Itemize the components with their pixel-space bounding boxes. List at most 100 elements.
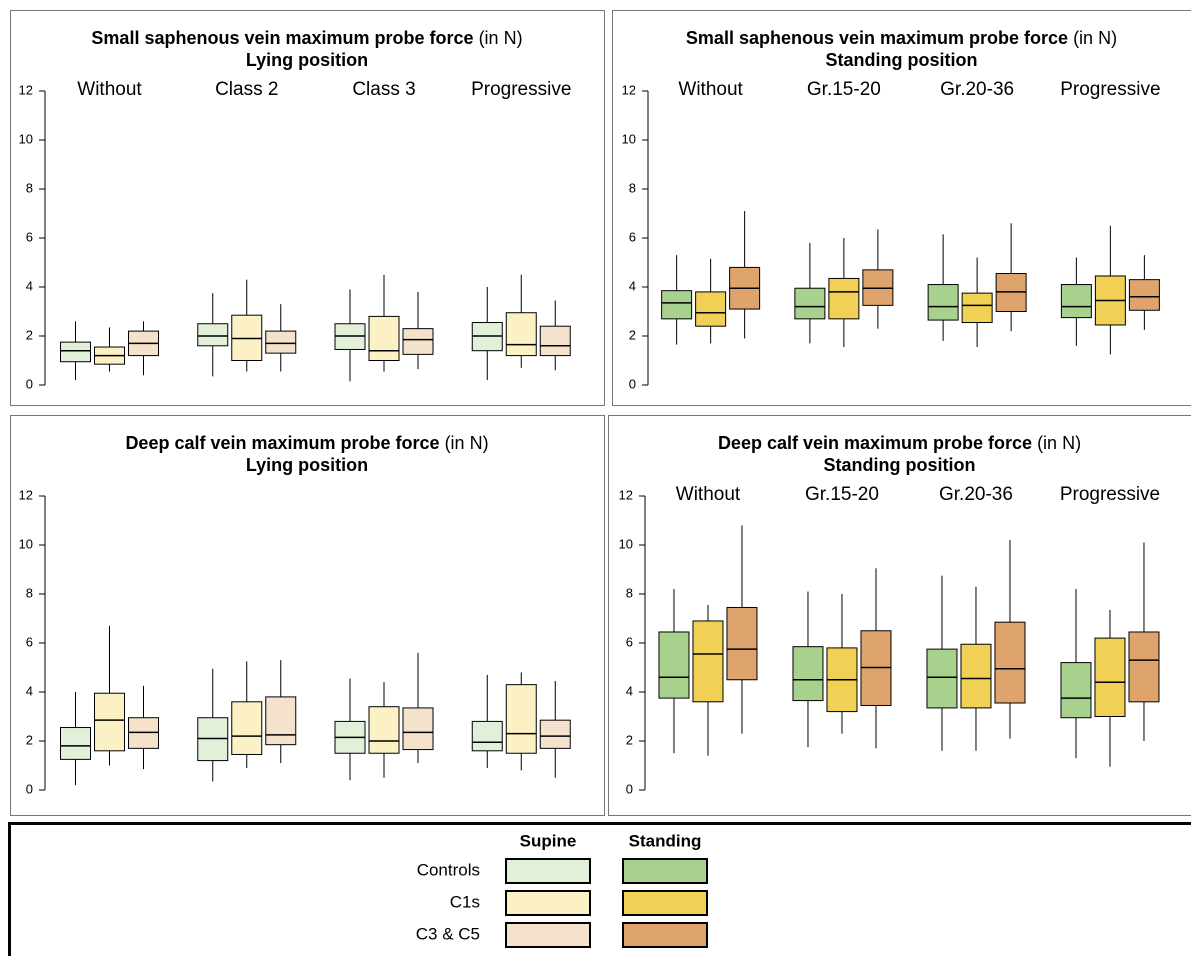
title-unit: (in N) xyxy=(445,433,489,453)
box xyxy=(1128,631,1160,703)
box xyxy=(402,707,434,751)
box xyxy=(658,631,690,699)
box xyxy=(94,692,126,752)
chart-title: Deep calf vein maximum probe force (in N… xyxy=(125,433,488,453)
y-tick-label: 4 xyxy=(629,278,636,293)
legend-swatch xyxy=(622,922,708,948)
box xyxy=(792,646,824,702)
x-category-label: Class 2 xyxy=(215,79,278,100)
y-tick-label: 8 xyxy=(629,180,636,195)
box xyxy=(794,287,826,320)
legend-swatch xyxy=(622,890,708,916)
legend-label: C3 & C5 xyxy=(416,924,480,943)
y-tick-label: 8 xyxy=(626,585,633,600)
box xyxy=(1128,279,1160,311)
chart-subtitle: Standing position xyxy=(826,50,978,70)
y-tick-label: 12 xyxy=(19,82,33,97)
y-tick-label: 4 xyxy=(26,683,33,698)
legend-column-header: Supine xyxy=(520,831,577,850)
y-tick-label: 4 xyxy=(626,683,633,698)
chart-subtitle: Lying position xyxy=(246,50,368,70)
y-tick-label: 2 xyxy=(626,732,633,747)
legend-frame xyxy=(8,822,1191,956)
panel-frame xyxy=(10,10,605,406)
y-tick-label: 10 xyxy=(622,131,636,146)
title-main: Deep calf vein maximum probe force xyxy=(125,433,439,453)
legend-swatch xyxy=(505,858,591,884)
x-category-label: Without xyxy=(676,484,741,505)
box xyxy=(994,621,1026,704)
y-tick-label: 12 xyxy=(19,487,33,502)
y-tick-label: 4 xyxy=(26,278,33,293)
y-tick-label: 6 xyxy=(626,634,633,649)
box xyxy=(539,325,571,357)
box xyxy=(692,620,724,703)
chart-title: Small saphenous vein maximum probe force… xyxy=(686,28,1117,48)
y-tick-label: 6 xyxy=(26,634,33,649)
y-tick-label: 2 xyxy=(629,327,636,342)
chart-subtitle: Standing position xyxy=(824,455,976,475)
title-main: Small saphenous vein maximum probe force xyxy=(686,28,1068,48)
x-category-label: Progressive xyxy=(1060,79,1160,100)
box xyxy=(1060,662,1092,719)
box xyxy=(368,706,400,754)
box xyxy=(471,720,503,752)
panel-frame xyxy=(10,415,605,816)
box xyxy=(661,290,693,320)
x-category-label: Gr.15-20 xyxy=(807,79,881,100)
box xyxy=(1060,284,1092,319)
box xyxy=(1094,637,1126,717)
box xyxy=(505,312,537,357)
chart-title: Small saphenous vein maximum probe force… xyxy=(91,28,522,48)
y-tick-label: 10 xyxy=(19,131,33,146)
x-category-label: Gr.15-20 xyxy=(805,484,879,505)
x-category-label: Progressive xyxy=(1060,484,1160,505)
box xyxy=(265,330,297,354)
box xyxy=(961,292,993,324)
y-tick-label: 10 xyxy=(19,536,33,551)
title-unit: (in N) xyxy=(1073,28,1117,48)
legend-label: C1s xyxy=(450,892,480,911)
x-category-label: Gr.20-36 xyxy=(940,79,1014,100)
box xyxy=(539,719,571,749)
y-tick-label: 0 xyxy=(26,781,33,796)
y-tick-label: 12 xyxy=(622,82,636,97)
y-tick-label: 6 xyxy=(629,229,636,244)
y-tick-label: 8 xyxy=(26,585,33,600)
title-main: Small saphenous vein maximum probe force xyxy=(91,28,473,48)
y-tick-label: 0 xyxy=(26,376,33,391)
y-tick-label: 12 xyxy=(619,487,633,502)
chart-subtitle: Lying position xyxy=(246,455,368,475)
box xyxy=(505,684,537,754)
box xyxy=(926,648,958,709)
box xyxy=(726,606,758,681)
legend-swatch xyxy=(505,922,591,948)
title-unit: (in N) xyxy=(1037,433,1081,453)
panel-frame xyxy=(612,10,1191,406)
box xyxy=(960,643,992,709)
x-category-label: Class 3 xyxy=(352,79,415,100)
legend-column-header: Standing xyxy=(629,831,702,850)
title-main: Deep calf vein maximum probe force xyxy=(718,433,1032,453)
legend-label: Controls xyxy=(417,860,480,879)
title-unit: (in N) xyxy=(479,28,523,48)
y-tick-label: 0 xyxy=(626,781,633,796)
box xyxy=(927,284,959,321)
y-tick-label: 8 xyxy=(26,180,33,195)
box xyxy=(60,727,92,760)
legend-swatch xyxy=(622,858,708,884)
legend-swatch xyxy=(505,890,591,916)
box xyxy=(265,696,297,746)
box xyxy=(402,328,434,355)
y-tick-label: 0 xyxy=(629,376,636,391)
x-category-label: Progressive xyxy=(471,79,571,100)
y-tick-label: 6 xyxy=(26,229,33,244)
x-category-label: Gr.20-36 xyxy=(939,484,1013,505)
box xyxy=(695,291,727,327)
panel-frame xyxy=(608,415,1191,816)
y-tick-label: 10 xyxy=(619,536,633,551)
box xyxy=(60,341,92,363)
chart-title: Deep calf vein maximum probe force (in N… xyxy=(718,433,1081,453)
box xyxy=(197,323,229,347)
